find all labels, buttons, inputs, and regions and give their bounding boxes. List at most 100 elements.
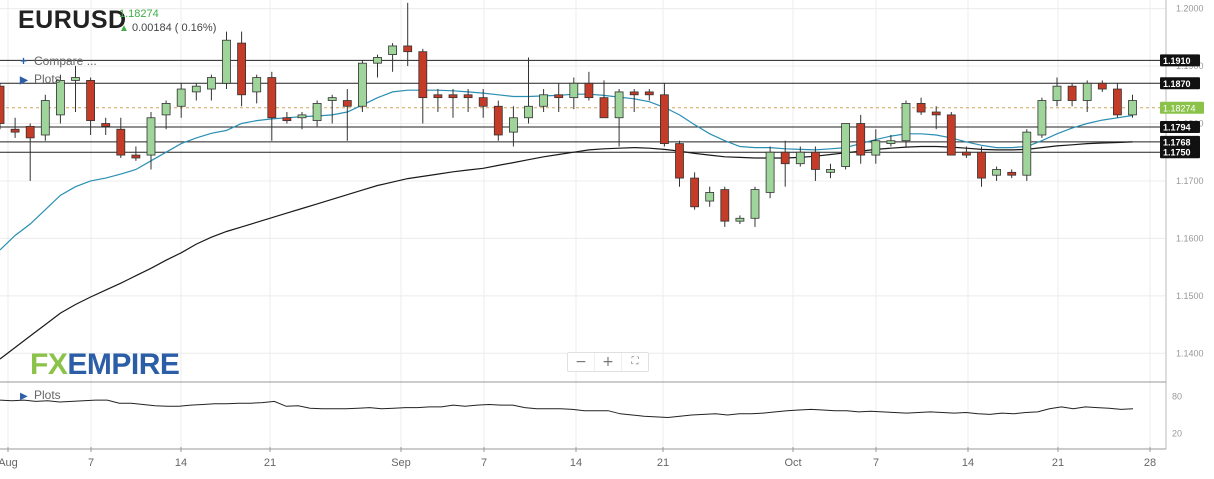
fast-ma-line <box>0 89 1133 251</box>
candle-up <box>871 140 881 156</box>
candle-up <box>71 77 80 81</box>
candle-down <box>962 151 971 156</box>
candle-down <box>856 123 866 156</box>
candle-up <box>1082 82 1092 101</box>
zoom-out-button[interactable]: − <box>568 353 595 371</box>
candle-up <box>569 82 579 99</box>
candle-up <box>826 169 835 173</box>
candle-down <box>977 151 986 179</box>
candle-up <box>312 102 322 122</box>
compare-button[interactable]: + Compare ... <box>20 54 97 68</box>
candle-up <box>992 169 1001 176</box>
x-tick-label: 14 <box>175 457 187 469</box>
price-change-value: 0.00184 ( 0.16%) <box>131 22 217 34</box>
candle-up <box>901 102 911 142</box>
candle-down <box>237 42 247 96</box>
fxempire-logo: FXEMPIRE <box>30 348 180 382</box>
x-tick-label: 21 <box>1052 457 1064 469</box>
candle-down <box>811 151 820 170</box>
oscillator-line <box>0 399 1134 419</box>
x-tick-label: Aug <box>0 457 18 469</box>
candle-down <box>463 94 473 99</box>
y-tick-label: 1.1600 <box>1176 233 1204 243</box>
chart-header: EURUSD <box>18 6 127 35</box>
candle-down <box>1007 171 1017 176</box>
candle-down <box>131 154 141 159</box>
logo-fx: FX <box>30 348 68 381</box>
candle-down <box>101 123 111 127</box>
candle-down <box>342 100 352 107</box>
triangle-right-icon: ▶ <box>20 391 28 402</box>
x-tick-label: 21 <box>657 457 669 469</box>
candle-up <box>524 105 533 119</box>
x-tick-label: 7 <box>88 457 94 469</box>
level-label-bg <box>1160 54 1200 67</box>
level-label: 1.1794 <box>1163 122 1191 132</box>
y-tick-label: 1.1700 <box>1176 176 1204 186</box>
candle-up <box>508 117 518 133</box>
candle-up <box>539 94 548 107</box>
x-tick-label: Oct <box>784 457 801 469</box>
candle-up <box>795 151 805 165</box>
candle-down <box>282 117 292 122</box>
last-price: 1.18274 <box>119 8 159 20</box>
candle-up <box>252 77 262 93</box>
candle-down <box>931 111 941 116</box>
candle-up <box>735 217 745 222</box>
candle-down <box>1067 85 1077 101</box>
last-price-label-bg <box>1160 101 1204 114</box>
logo-empire: EMPIRE <box>67 348 180 381</box>
price-change: ▲ 0.00184 ( 0.16%) <box>119 22 216 34</box>
plots-button[interactable]: ▶ Plots <box>20 72 61 86</box>
candle-up <box>1022 131 1032 176</box>
candle-up <box>750 189 760 219</box>
x-tick-label: 28 <box>1144 457 1156 469</box>
candle-up <box>1052 85 1062 101</box>
x-tick-label: 7 <box>481 457 487 469</box>
candle-up <box>841 123 850 167</box>
indicator-plots-button[interactable]: ▶ Plots <box>20 388 61 402</box>
candle-down <box>448 94 458 99</box>
slow-ma-line <box>0 141 1133 360</box>
candle-up <box>191 85 201 93</box>
candle-down <box>478 97 488 107</box>
candle-up <box>388 45 398 55</box>
candle-down <box>418 51 428 99</box>
level-label-bg <box>1160 146 1200 159</box>
candle-down <box>599 97 609 119</box>
x-tick-label: 21 <box>264 457 276 469</box>
zoom-in-button[interactable]: + <box>595 353 622 371</box>
y-tick-label: 1.1500 <box>1176 291 1204 301</box>
candle-down <box>25 125 35 139</box>
plus-icon: + <box>20 54 28 68</box>
candle-down <box>1097 82 1107 90</box>
candle-down <box>0 85 5 124</box>
osc-y-tick-label: 80 <box>1172 391 1182 401</box>
candle-up <box>373 57 382 64</box>
candle-up <box>705 192 715 202</box>
candle-up <box>146 117 156 156</box>
candle-up <box>161 102 171 116</box>
candle-up <box>1037 100 1047 136</box>
candle-up <box>176 88 186 107</box>
level-label-bg <box>1160 135 1200 148</box>
candle-up <box>206 77 216 90</box>
level-label: 1.1870 <box>1163 79 1191 89</box>
candle-down <box>1113 88 1122 116</box>
level-label-bg <box>1160 77 1200 90</box>
last-price-label: 1.18274 <box>1163 103 1196 113</box>
osc-y-tick-label: 20 <box>1172 429 1182 439</box>
candle-down <box>267 77 277 119</box>
triangle-right-icon: ▶ <box>20 75 28 86</box>
fit-screen-button[interactable]: ⛶ <box>631 356 639 367</box>
candle-down <box>10 128 20 133</box>
candle-down <box>675 143 684 179</box>
candle-up <box>357 62 367 107</box>
candle-down <box>916 102 926 113</box>
level-label: 1.1768 <box>1163 137 1191 147</box>
candle-down <box>584 82 594 99</box>
candle-up <box>56 80 65 116</box>
candle-up <box>40 100 50 136</box>
symbol-title: EURUSD <box>18 6 127 34</box>
